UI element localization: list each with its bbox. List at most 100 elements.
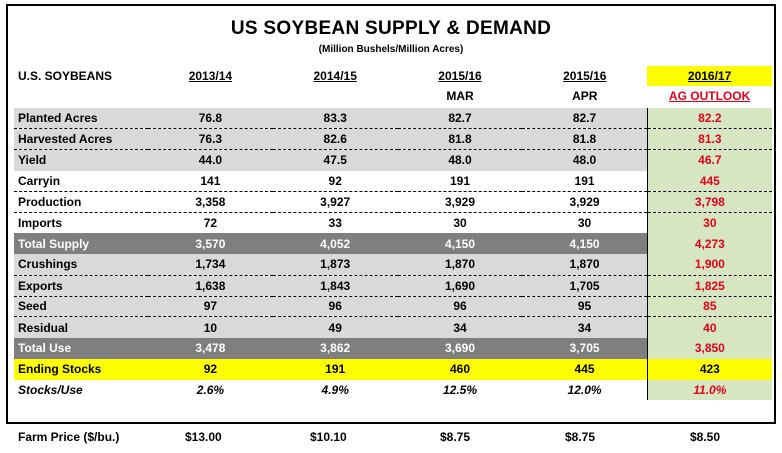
row-label: Stocks/Use <box>18 383 83 398</box>
table-row: Production 3,358 3,927 3,929 3,929 3,798 <box>14 191 772 213</box>
table-row: Exports 1,638 1,843 1,690 1,705 1,825 <box>14 275 772 297</box>
value-cell: 12.0% <box>567 383 602 398</box>
price-value: $8.75 <box>565 430 596 444</box>
row-label: Production <box>14 191 148 213</box>
outlook-cell: 445 <box>646 170 772 193</box>
value-cell: 82.7 <box>397 108 523 130</box>
value-cell: 97 <box>148 296 273 318</box>
value-cell: 1,870 <box>397 254 523 276</box>
supply-demand-table: U.S. SOYBEANS 2013/14 2014/15 2015/16 20… <box>14 66 772 401</box>
table-row: Harvested Acres 76.3 82.6 81.8 81.8 81.3 <box>14 128 772 151</box>
value-cell: 92 <box>272 170 398 193</box>
value-cell: 92 <box>148 358 273 380</box>
row-label: Planted Acres <box>14 108 148 130</box>
value-cell: 76.8 <box>148 108 273 130</box>
outlook-cell: 3,798 <box>646 191 772 213</box>
value-cell: 1,690 <box>397 275 523 297</box>
value-cell: 76.3 <box>148 128 273 151</box>
price-value: $8.75 <box>440 430 471 444</box>
row-label: Total Use <box>14 337 148 359</box>
value-cell: 4,150 <box>522 233 648 255</box>
row-label: Imports <box>18 216 63 231</box>
value-cell: 2.6% <box>196 383 225 398</box>
outlook-cell: 11.0% <box>646 379 772 401</box>
row-label: Total Supply <box>14 233 148 255</box>
value-cell: 48.0 <box>522 149 648 171</box>
table-row: Crushings 1,734 1,873 1,870 1,870 1,900 <box>14 254 772 276</box>
outlook-cell: 30 <box>646 212 772 234</box>
row-label-header: U.S. SOYBEANS <box>18 69 113 83</box>
value-cell: 1,734 <box>148 254 273 276</box>
outlook-cell: 85 <box>646 296 772 318</box>
value-cell: 191 <box>272 358 398 380</box>
value-cell: 72 <box>203 216 218 231</box>
value-cell: 12.5% <box>442 383 477 398</box>
value-cell: 30 <box>577 216 592 231</box>
value-cell: 82.6 <box>272 128 398 151</box>
col-header: 2013/14 <box>188 69 233 83</box>
col-subheader-outlook: AG OUTLOOK <box>668 89 751 103</box>
table-row: Ending Stocks 92 191 460 445 423 <box>14 358 772 380</box>
outlook-cell: 1,825 <box>646 275 772 297</box>
farm-price-row: Farm Price ($/bu.) $13.00 $10.10 $8.75 $… <box>0 427 782 449</box>
outlook-cell: 1,900 <box>646 254 772 276</box>
value-cell: 34 <box>397 316 523 338</box>
row-label: Residual <box>14 316 148 338</box>
value-cell: 3,478 <box>148 337 273 359</box>
table-row: Residual 10 49 34 34 40 <box>14 316 772 338</box>
value-cell: 445 <box>522 358 648 380</box>
value-cell: 3,690 <box>397 337 523 359</box>
row-label: Carryin <box>14 170 148 193</box>
value-cell: 191 <box>522 170 648 193</box>
row-label: Harvested Acres <box>14 128 148 151</box>
value-cell: 10 <box>148 316 273 338</box>
col-header: 2014/15 <box>313 69 357 83</box>
value-cell: 30 <box>453 216 467 231</box>
outlook-cell: 81.3 <box>646 128 772 151</box>
col-subheader: APR <box>572 89 598 103</box>
value-cell: 95 <box>522 296 648 318</box>
value-cell: 48.0 <box>397 149 523 171</box>
value-cell: 3,358 <box>148 191 273 213</box>
value-cell: 1,843 <box>272 275 398 297</box>
value-cell: 44.0 <box>148 149 273 171</box>
value-cell: 191 <box>397 170 523 193</box>
value-cell: 96 <box>397 296 523 318</box>
value-cell: 33 <box>328 216 342 231</box>
value-cell: 460 <box>397 358 523 380</box>
outlook-cell: 46.7 <box>646 149 772 171</box>
value-cell: 4,150 <box>397 233 523 255</box>
outlook-cell: 40 <box>646 316 772 338</box>
table-row: Planted Acres 76.8 83.3 82.7 82.7 82.2 <box>14 108 772 130</box>
outlook-cell: 4,273 <box>646 233 772 255</box>
price-value: $10.10 <box>310 430 347 444</box>
value-cell: 47.5 <box>272 149 398 171</box>
value-cell: 3,929 <box>522 191 648 213</box>
table-row: Yield 44.0 47.5 48.0 48.0 46.7 <box>14 149 772 171</box>
price-label: Farm Price ($/bu.) <box>18 430 120 444</box>
price-value: $8.50 <box>690 430 721 444</box>
value-cell: 3,862 <box>272 337 398 359</box>
table-row: Seed 97 96 96 95 85 <box>14 296 772 318</box>
value-cell: 81.8 <box>397 128 523 151</box>
table-frame <box>6 4 776 424</box>
col-subheader: MAR <box>446 89 474 103</box>
value-cell: 4,052 <box>272 233 398 255</box>
page-subtitle: (Million Bushels/Million Acres) <box>318 44 464 55</box>
value-cell: 141 <box>148 170 273 193</box>
value-cell: 34 <box>522 316 648 338</box>
table-row: Carryin 141 92 191 191 445 <box>14 170 772 193</box>
table-row: Stocks/Use 2.6% 4.9% 12.5% 12.0% 11.0% <box>14 379 772 401</box>
value-cell: 1,870 <box>522 254 648 276</box>
row-label: Crushings <box>14 254 148 276</box>
col-header: 2015/16 <box>563 69 607 83</box>
row-label: Ending Stocks <box>14 358 148 380</box>
row-label: Yield <box>14 149 148 171</box>
table-row: Imports 72 33 30 30 30 <box>14 212 772 234</box>
value-cell: 83.3 <box>272 108 398 130</box>
value-cell: 49 <box>272 316 398 338</box>
value-cell: 82.7 <box>522 108 648 130</box>
table-row: Total Supply 3,570 4,052 4,150 4,150 4,273 <box>14 233 772 255</box>
col-header: 2015/16 <box>438 69 482 83</box>
value-cell: 1,873 <box>272 254 398 276</box>
